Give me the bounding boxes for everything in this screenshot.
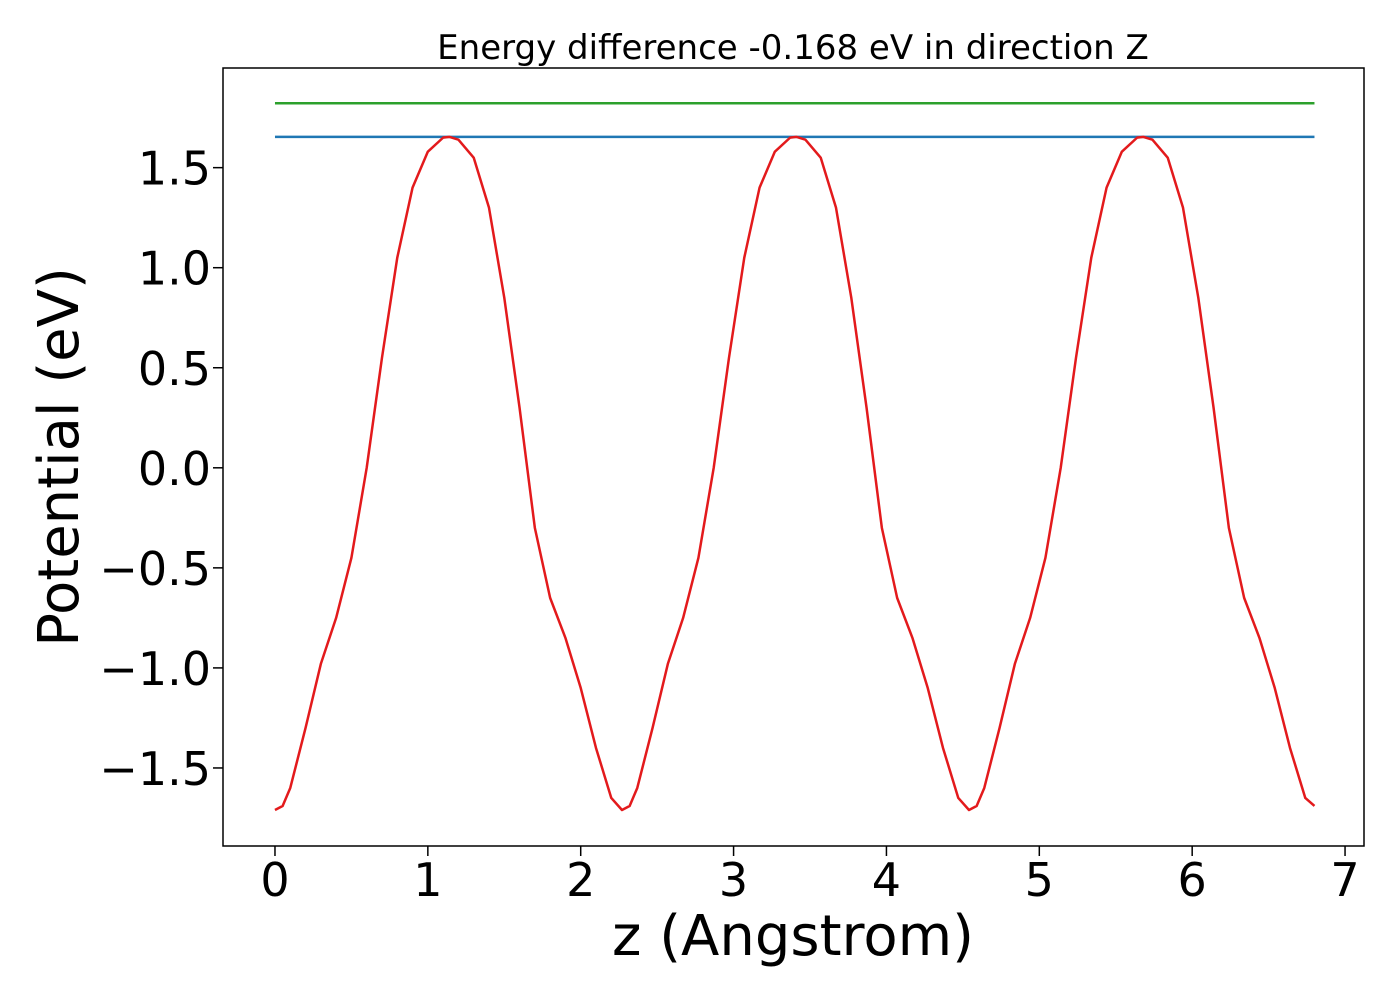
x-tick-label: 6 bbox=[1178, 853, 1207, 907]
y-tick-label: 1.5 bbox=[138, 142, 211, 196]
y-tick-label: 1.0 bbox=[138, 242, 211, 296]
x-tick-label: 3 bbox=[719, 853, 748, 907]
x-tick-label: 7 bbox=[1330, 853, 1359, 907]
y-tick-label: −0.5 bbox=[99, 542, 211, 596]
x-tick-label: 2 bbox=[566, 853, 595, 907]
data-line bbox=[274, 135, 1316, 812]
x-tick-label: 4 bbox=[872, 853, 901, 907]
y-tick-label: −1.5 bbox=[99, 742, 211, 796]
x-tick-label: 0 bbox=[260, 853, 289, 907]
y-tick-label: −1.0 bbox=[99, 642, 211, 696]
plot-frame bbox=[222, 67, 1365, 847]
y-tick-label: 0.5 bbox=[138, 342, 211, 396]
y-axis-label: Potential (eV) bbox=[27, 267, 92, 647]
y-tick-label: 0.0 bbox=[138, 442, 211, 496]
chart-title: Energy difference -0.168 eV in direction… bbox=[437, 28, 1149, 68]
x-tick-label: 5 bbox=[1025, 853, 1054, 907]
x-tick-label: 1 bbox=[413, 853, 442, 907]
x-axis-label: z (Angstrom) bbox=[612, 904, 974, 969]
